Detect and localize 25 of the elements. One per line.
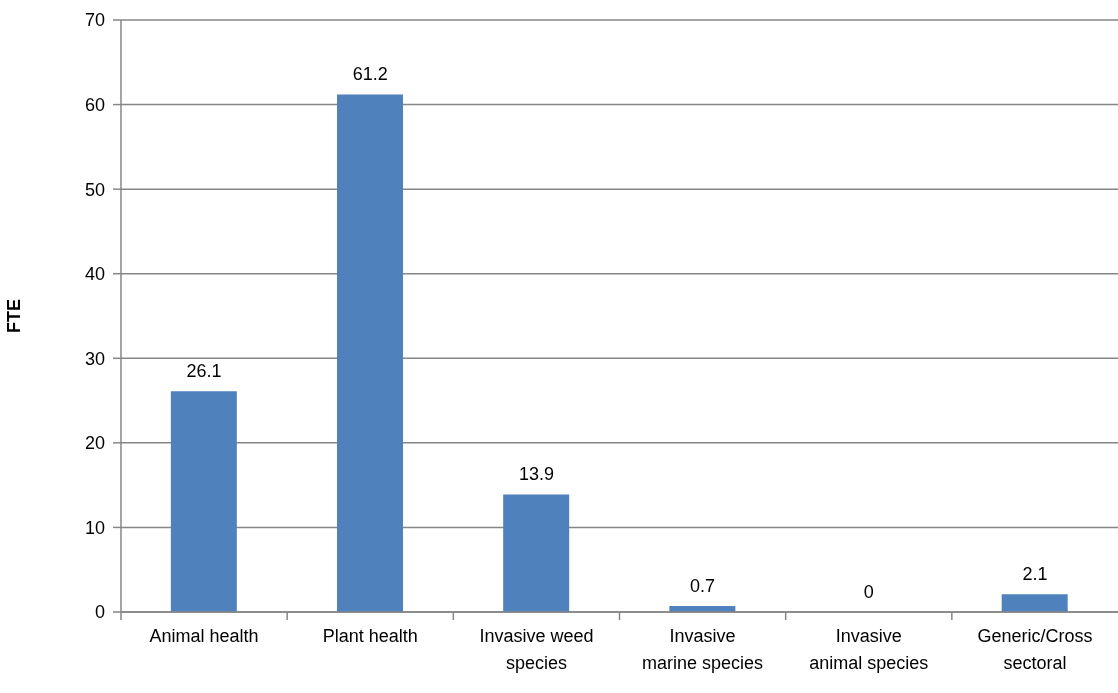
y-tick-label: 20 — [84, 433, 105, 454]
y-tick-label: 10 — [84, 517, 105, 538]
x-tick-label: Invasive marine species — [642, 626, 764, 673]
x-tick-label: Generic/Cross sectoral — [977, 626, 1093, 673]
y-tick-label: 0 — [94, 602, 105, 623]
data-label: 61.2 — [352, 64, 388, 85]
data-label: 13.9 — [518, 464, 554, 485]
bar — [170, 391, 237, 612]
x-tick-label: Invasive animal species — [809, 626, 929, 673]
data-label: 0.7 — [690, 576, 716, 597]
bar — [337, 94, 404, 612]
y-tick-label: 70 — [84, 10, 105, 31]
data-label: 2.1 — [1022, 564, 1048, 585]
data-label: 26.1 — [186, 361, 222, 382]
x-tick-label: Invasive weed species — [479, 626, 594, 673]
bar — [1001, 594, 1068, 612]
y-tick-label: 60 — [84, 94, 105, 115]
data-label: 0 — [863, 582, 874, 602]
x-tick-label: Plant health — [322, 626, 418, 646]
y-tick-label: 40 — [84, 264, 105, 285]
y-axis-title: FTE — [4, 299, 25, 333]
y-tick-label: 50 — [84, 179, 105, 200]
y-tick-label: 30 — [84, 348, 105, 369]
bar — [503, 494, 570, 612]
x-tick-label: Animal health — [149, 626, 259, 646]
